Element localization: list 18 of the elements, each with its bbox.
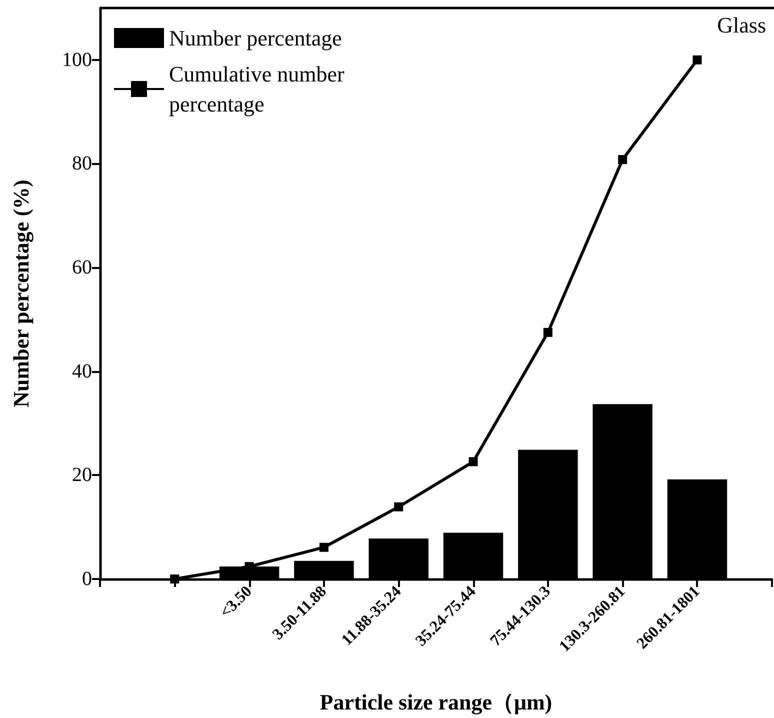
y-tick-label: 20	[72, 464, 92, 486]
y-tick-label: 100	[62, 48, 92, 71]
point	[543, 328, 552, 337]
legend-label: Cumulative number percentage	[169, 62, 350, 116]
y-axis-title: Number percentage (%)	[8, 180, 34, 408]
y-tick-label: 0	[82, 568, 92, 590]
point	[394, 502, 404, 512]
point	[170, 574, 180, 584]
point	[468, 457, 478, 466]
y-tick-label: 80	[72, 152, 92, 175]
point	[319, 542, 328, 552]
y-tick-label: 40	[72, 360, 92, 382]
y-tick-label: 60	[72, 256, 92, 279]
legend-label: Number percentage	[169, 26, 342, 50]
x-axis-title: Particle size range（μm)	[320, 690, 552, 714]
annotation: Glass	[717, 12, 766, 38]
point	[618, 155, 628, 164]
point	[692, 55, 702, 64]
